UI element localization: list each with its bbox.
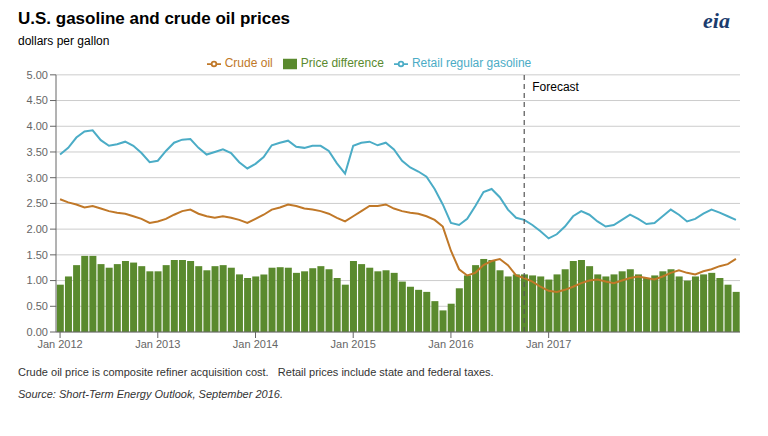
html-text:eia: eia (703, 8, 730, 33)
svg-text:0.00: 0.00 (27, 326, 48, 338)
svg-text:3.50: 3.50 (27, 146, 48, 158)
svg-text:3.00: 3.00 (27, 172, 48, 184)
svg-text:5.00: 5.00 (27, 69, 48, 81)
svg-text:Jan 2017: Jan 2017 (526, 338, 571, 350)
html-text:Retail regular gasoline: Retail regular gasoline (411, 56, 532, 70)
html-text:Price difference: Price difference (300, 56, 384, 70)
svg-text:Jan 2015: Jan 2015 (331, 338, 376, 350)
svg-text:0.50: 0.50 (27, 300, 48, 312)
svg-text:2.00: 2.00 (27, 223, 48, 235)
svg-text:4.00: 4.00 (27, 120, 48, 132)
html-text:Crude oil: Crude oil (224, 56, 273, 70)
html-text:U.S. gasoline and crude oil pr: U.S. gasoline and crude oil prices (18, 9, 291, 28)
svg-text:Jan 2014: Jan 2014 (233, 338, 278, 350)
svg-text:Jan 2012: Jan 2012 (37, 338, 82, 350)
html-text:Source: Short-Term Energy Outl: Source: Short-Term Energy Outlook, Septe… (18, 388, 283, 400)
html-text:Crude oil price is composite r: Crude oil price is composite refiner acq… (18, 366, 494, 378)
svg-text:Jan 2013: Jan 2013 (135, 338, 180, 350)
svg-text:1.00: 1.00 (27, 274, 48, 286)
svg-text:Jan 2016: Jan 2016 (428, 338, 473, 350)
svg-text:4.50: 4.50 (27, 94, 48, 106)
html-text:dollars per gallon: dollars per gallon (18, 34, 110, 48)
svg-text:2.50: 2.50 (27, 197, 48, 209)
svg-text:Forecast: Forecast (532, 80, 579, 94)
svg-text:1.50: 1.50 (27, 249, 48, 261)
